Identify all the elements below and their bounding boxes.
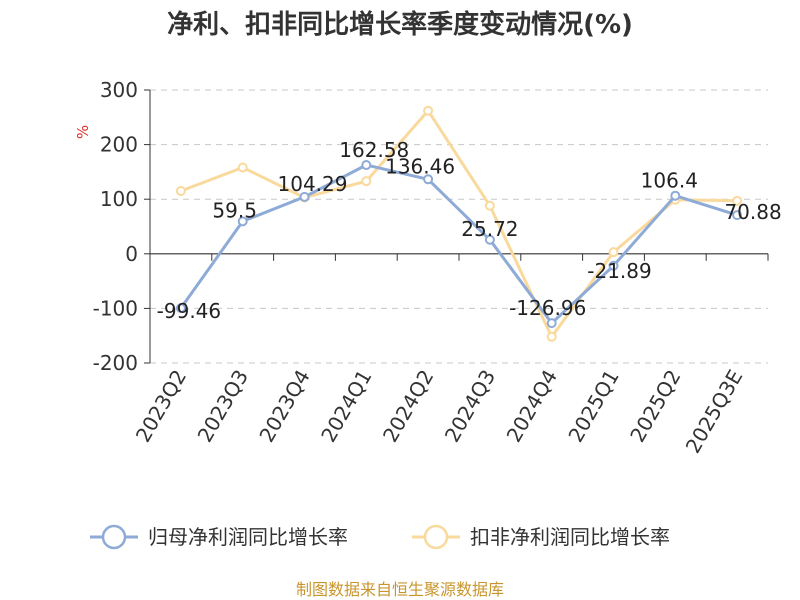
- x-tick-label: 2023Q3: [193, 366, 253, 447]
- data-label: 25.72: [461, 217, 518, 241]
- data-point-1: [484, 234, 495, 245]
- x-axis: 2023Q2 2023Q3 2023Q4 2024Q1 2024Q2 2024Q3 2024…: [131, 253, 769, 458]
- data-label: 104.29: [278, 172, 348, 196]
- grid-lines: [150, 89, 768, 364]
- x-tick-label: 2024Q3: [440, 366, 500, 447]
- legend: 归母净利润同比增长率 扣非净利润同比增长率: [90, 524, 670, 550]
- x-tick-label: 2024Q4: [502, 366, 562, 447]
- data-point-1: [299, 191, 310, 202]
- x-tick-label: 2024Q2: [378, 365, 438, 446]
- y-axis: 300 200 100 0 -100 -200: [93, 78, 151, 375]
- data-point-1: [237, 216, 248, 227]
- data-point-1: [670, 190, 681, 201]
- legend-label: 扣非净利润同比增长率: [470, 525, 670, 549]
- data-label: -21.89: [587, 259, 651, 283]
- x-tick-label: 2023Q4: [254, 366, 314, 447]
- legend-item-1: 归母净利润同比增长率: [90, 524, 348, 550]
- data-point-2: [175, 186, 186, 197]
- legend-marker-icon: [423, 524, 449, 550]
- data-point-2: [732, 195, 743, 206]
- x-tick-label: 2025Q3E: [681, 366, 748, 458]
- data-point-1: [732, 210, 743, 221]
- x-tick-label: 2025Q1: [563, 366, 623, 447]
- data-point-2: [608, 247, 619, 258]
- data-label: 162.58: [339, 138, 409, 162]
- series-line-2: [180, 109, 738, 339]
- data-point-2: [361, 176, 372, 187]
- data-label: -99.46: [157, 299, 221, 323]
- data-label: 59.5: [212, 198, 257, 222]
- y-tick-label: 200: [100, 133, 138, 157]
- legend-label: 归母净利润同比增长率: [148, 525, 348, 549]
- data-point-1: [423, 174, 434, 185]
- source-note: 制图数据来自恒生聚源数据库: [296, 580, 504, 599]
- data-point-1: [175, 303, 186, 314]
- y-tick-label: -200: [93, 351, 138, 375]
- y-tick-label: 100: [100, 187, 138, 211]
- x-tick-label: 2023Q2: [131, 366, 191, 447]
- x-tick-label: 2025Q2: [625, 366, 685, 447]
- chart-title: 净利、扣非同比增长率季度变动情况(%): [167, 9, 633, 40]
- series-line-1: [179, 163, 738, 325]
- data-label: 136.46: [385, 154, 455, 178]
- data-point-2: [237, 162, 248, 173]
- data-label: 70.88: [724, 200, 781, 224]
- y-axis-unit: %: [74, 125, 92, 139]
- legend-marker-icon: [101, 524, 127, 550]
- legend-item-2: 扣非净利润同比增长率: [412, 524, 670, 550]
- y-tick-label: -100: [93, 296, 138, 320]
- data-label: -126.96: [509, 296, 586, 320]
- x-tick-label: 2024Q1: [316, 366, 376, 447]
- data-label: 106.4: [641, 169, 698, 193]
- data-point-1: [608, 260, 619, 271]
- y-tick-label: 300: [100, 78, 138, 102]
- data-point-1: [361, 160, 372, 171]
- data-point-2: [484, 200, 495, 211]
- series-layer: [175, 105, 743, 342]
- data-point-2: [423, 105, 434, 116]
- data-point-2: [546, 331, 557, 342]
- data-point-1: [546, 318, 557, 329]
- y-tick-label: 0: [125, 242, 138, 266]
